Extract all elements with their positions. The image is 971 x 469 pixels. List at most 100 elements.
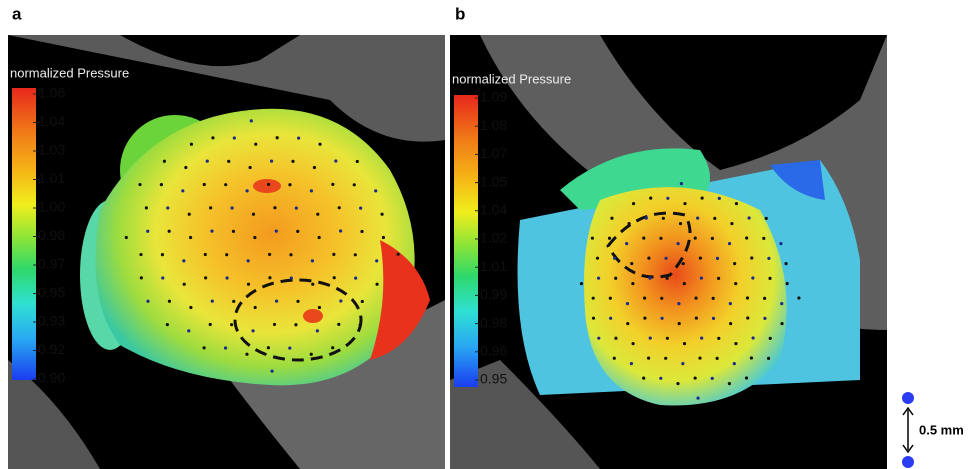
point [700, 336, 703, 339]
point [626, 302, 629, 305]
colorbar-title: normalized Pressure [10, 65, 129, 80]
point [780, 322, 783, 325]
aneurysm-surface [584, 187, 787, 405]
point [182, 259, 185, 262]
point [316, 329, 319, 332]
point [145, 206, 148, 209]
colorbar-tick-label: 1.03 [38, 142, 65, 158]
point [374, 189, 377, 192]
point [699, 256, 702, 259]
point [268, 253, 271, 256]
point [273, 206, 276, 209]
point [763, 317, 766, 320]
point [294, 323, 297, 326]
point [746, 316, 749, 319]
point [768, 277, 771, 280]
point [681, 362, 684, 365]
colorbar-tick-label: 1.09 [480, 89, 507, 105]
point [206, 160, 209, 163]
point [203, 346, 206, 349]
point [163, 160, 166, 163]
point [183, 283, 186, 286]
point [735, 202, 738, 205]
point [354, 277, 357, 280]
point [356, 160, 359, 163]
scale-label: 0.5 mm [919, 422, 964, 437]
point [592, 297, 595, 300]
point [232, 230, 235, 233]
point [729, 322, 732, 325]
point [268, 276, 271, 279]
point [252, 213, 255, 216]
point [181, 189, 184, 192]
colorbar-tick-label: 0.93 [38, 313, 65, 329]
colorbar-tick-label: 1.04 [38, 113, 65, 129]
point [166, 206, 169, 209]
point [289, 253, 292, 256]
point [779, 242, 782, 245]
colorbar-tick-label: 1.01 [480, 258, 507, 274]
point [733, 262, 736, 265]
point [380, 213, 383, 216]
colorbar-tick-label: 1.01 [38, 170, 65, 186]
point [694, 236, 697, 239]
point [316, 213, 319, 216]
point [694, 296, 697, 299]
point [664, 257, 667, 260]
point [630, 262, 633, 265]
point [683, 342, 686, 345]
point [211, 300, 214, 303]
point [339, 299, 342, 302]
point [138, 183, 141, 186]
point [733, 362, 736, 365]
point [647, 357, 650, 360]
point [209, 206, 212, 209]
point [649, 337, 652, 340]
colorbar-tick-label: 1.06 [38, 85, 65, 101]
point [717, 337, 720, 340]
colorbar-tick-label: 0.95 [38, 284, 65, 300]
colorbar-tick-label: 1.04 [480, 202, 507, 218]
point [251, 329, 254, 332]
point [189, 306, 192, 309]
point [270, 369, 273, 372]
figure: a normalized Pressure 1.061.041.031.011.… [0, 0, 971, 469]
point [613, 357, 616, 360]
colorbar-tick-label: 0.90 [38, 370, 65, 386]
point [784, 262, 787, 265]
point [664, 357, 667, 360]
point [751, 336, 754, 339]
point [339, 229, 342, 232]
point [592, 317, 595, 320]
point [267, 346, 270, 349]
point [291, 160, 294, 163]
point [311, 283, 314, 286]
point [361, 300, 364, 303]
colorbar-tick-label: 0.92 [38, 341, 65, 357]
point [680, 182, 683, 185]
point [397, 253, 400, 256]
point [609, 297, 612, 300]
colorbar [12, 88, 36, 380]
point [609, 317, 612, 320]
point [642, 237, 645, 240]
point [751, 276, 754, 279]
point [677, 302, 680, 305]
point [676, 242, 679, 245]
colorbar-tick-label: 1.05 [480, 173, 507, 189]
point [643, 317, 646, 320]
point [166, 323, 169, 326]
point [678, 322, 681, 325]
point [659, 237, 662, 240]
colorbar-tick-label: 0.95 [480, 371, 507, 387]
point [631, 342, 634, 345]
point [187, 329, 190, 332]
point [310, 353, 313, 356]
point [734, 282, 737, 285]
point [334, 159, 337, 162]
point [631, 282, 634, 285]
point [250, 119, 253, 122]
point [712, 317, 715, 320]
point [359, 207, 362, 210]
point [786, 282, 789, 285]
